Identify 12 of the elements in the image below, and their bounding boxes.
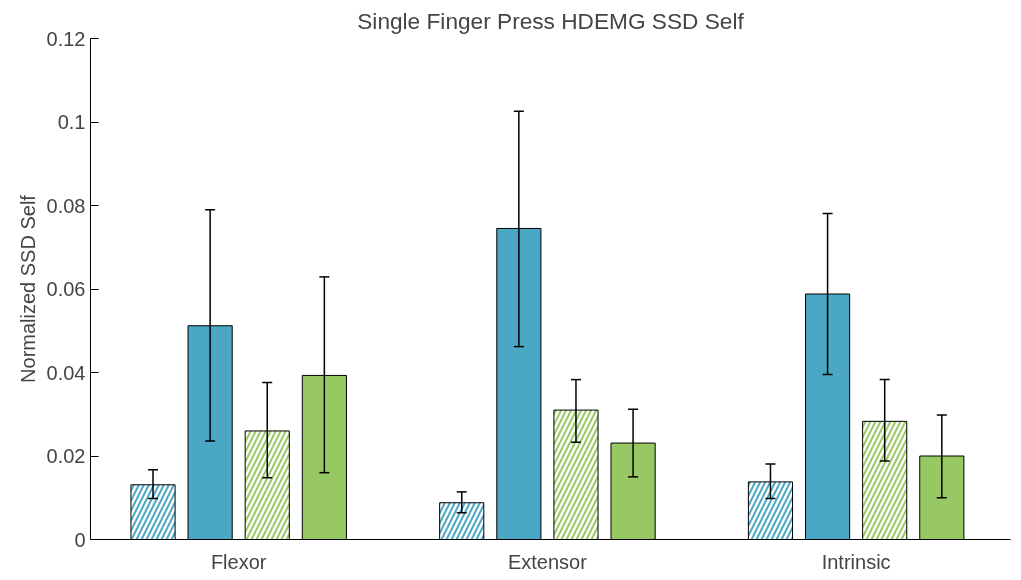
x-tick-label: Intrinsic bbox=[821, 550, 891, 573]
y-tick-label: 0.1 bbox=[57, 111, 86, 133]
chart-title: Single Finger Press HDEMG SSD Self bbox=[357, 7, 745, 34]
y-tick-label: 0.12 bbox=[46, 27, 86, 50]
y-tick-label: 0 bbox=[74, 528, 86, 551]
y-tick-label: 0.02 bbox=[46, 445, 86, 467]
y-tick-label: 0.06 bbox=[46, 278, 86, 300]
y-tick-label: 0.08 bbox=[46, 194, 86, 217]
y-axis-title: Normalized SSD Self bbox=[16, 194, 39, 383]
y-tick-label: 0.04 bbox=[46, 361, 86, 384]
x-tick-label: Extensor bbox=[507, 550, 588, 573]
x-tick-label: Flexor bbox=[210, 550, 267, 573]
